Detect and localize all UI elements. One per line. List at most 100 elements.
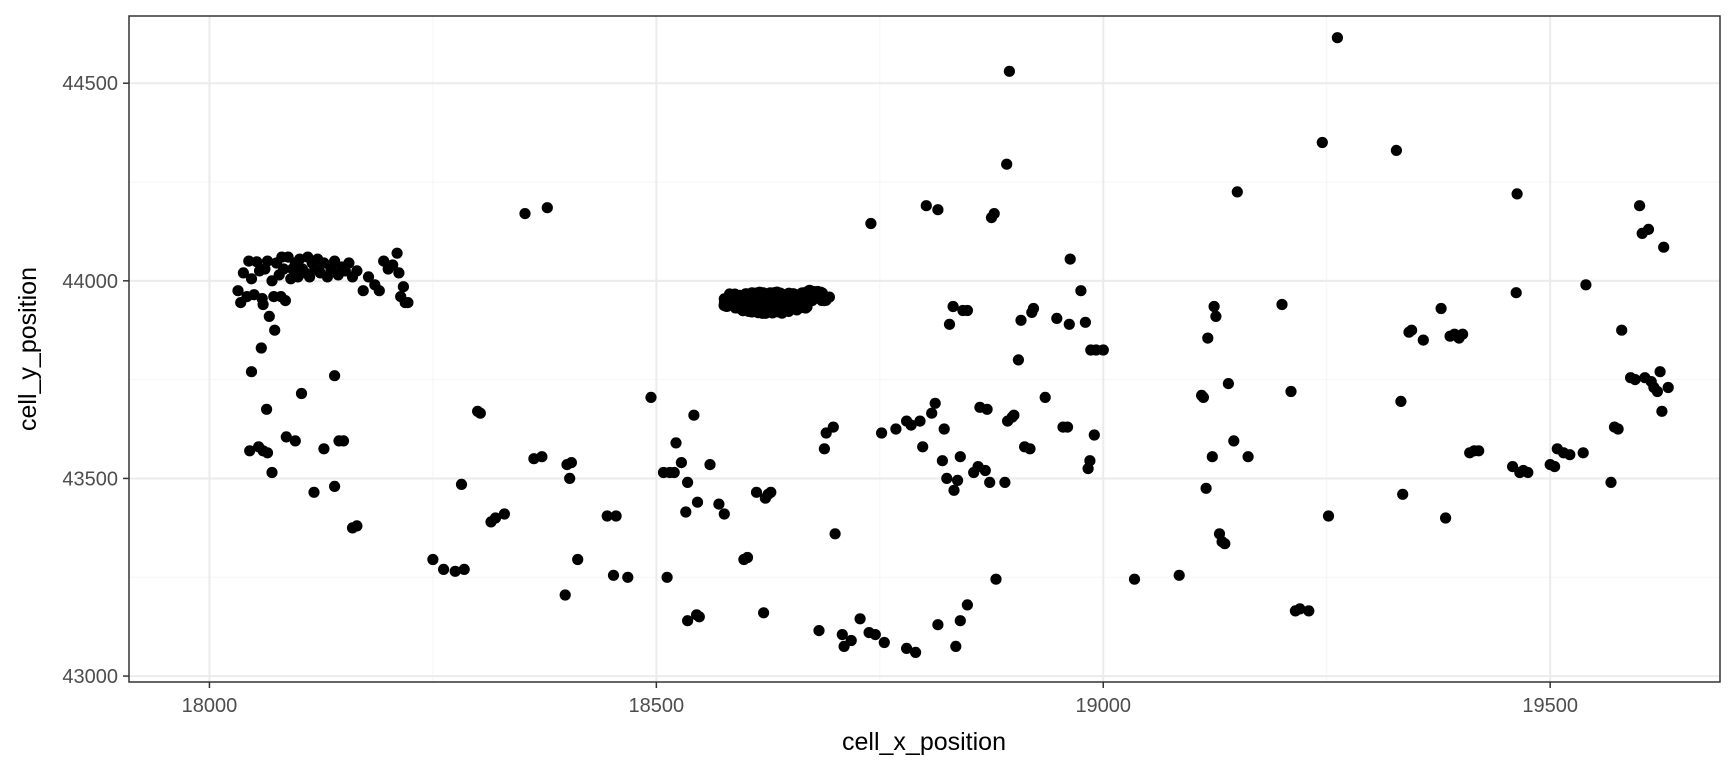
data-point (1208, 300, 1220, 313)
data-point (1435, 302, 1447, 315)
data-point (263, 310, 275, 322)
data-point (572, 553, 584, 566)
major-gridlines (129, 16, 1720, 682)
data-point (704, 459, 716, 471)
data-point (1457, 328, 1469, 340)
minor-gridlines (129, 16, 1720, 682)
data-point (1200, 482, 1212, 494)
data-point (1219, 538, 1231, 550)
data-point (680, 506, 692, 518)
data-point (950, 640, 962, 653)
data-point (829, 528, 841, 540)
data-point (865, 217, 877, 230)
data-point (737, 297, 749, 309)
data-point (1397, 488, 1409, 500)
data-point (784, 300, 796, 312)
data-point (1629, 374, 1641, 386)
data-point (670, 437, 682, 449)
data-point (932, 204, 944, 216)
data-point (329, 370, 341, 382)
data-point (257, 298, 269, 311)
x-axis-title: cell_x_position (842, 728, 1006, 756)
data-point (890, 423, 902, 435)
data-point (1001, 158, 1013, 170)
data-point (981, 403, 993, 415)
data-point (936, 455, 949, 467)
data-point (261, 447, 274, 459)
data-point (536, 451, 548, 463)
data-point (253, 441, 265, 453)
data-point (905, 419, 917, 431)
data-point (1331, 32, 1343, 44)
data-point (917, 441, 929, 453)
y-axis-title: cell_y_position (14, 267, 42, 431)
y-tick-label: 44500 (62, 73, 118, 95)
data-point (798, 297, 810, 309)
data-point (438, 563, 450, 576)
data-point (1654, 366, 1666, 378)
data-point (984, 476, 996, 488)
data-point (1051, 312, 1063, 324)
data-point (337, 435, 350, 447)
data-point (954, 451, 966, 463)
data-point (458, 563, 470, 576)
data-point (693, 611, 705, 623)
x-tick-label: 18000 (182, 695, 238, 717)
data-point (373, 285, 385, 297)
data-point (854, 613, 866, 625)
data-point (498, 508, 510, 520)
data-point (688, 409, 700, 421)
data-point (622, 571, 634, 583)
data-point (1303, 605, 1315, 617)
panel-border (128, 15, 1721, 683)
data-point (269, 324, 281, 336)
data-point (869, 629, 881, 641)
data-point (1024, 443, 1036, 455)
data-point (1242, 451, 1254, 463)
data-point (541, 202, 553, 214)
y-tick-label: 43000 (62, 666, 118, 688)
data-point (1577, 447, 1589, 459)
data-point (765, 486, 777, 498)
data-point (559, 589, 571, 601)
y-tick-label: 43500 (62, 468, 118, 490)
data-point (741, 551, 754, 564)
data-point (351, 265, 363, 277)
data-point (718, 508, 730, 520)
data-point (1616, 324, 1628, 336)
data-point (999, 476, 1011, 488)
data-point (1222, 378, 1234, 390)
data-point (289, 435, 301, 447)
data-point (668, 466, 680, 479)
data-point (926, 407, 938, 419)
data-point (402, 297, 414, 309)
y-axis: 43000 43500 44000 44500 (62, 73, 129, 688)
data-point (266, 466, 278, 479)
data-point (961, 304, 974, 317)
data-point (1084, 455, 1096, 467)
data-point (768, 298, 780, 310)
data-point (387, 259, 399, 271)
data-point (1173, 569, 1185, 581)
data-point (1294, 603, 1306, 615)
data-point (318, 443, 330, 455)
data-point (232, 285, 244, 297)
data-point (308, 486, 320, 498)
data-point (1612, 423, 1624, 435)
data-point (1440, 512, 1452, 524)
data-point (261, 403, 273, 415)
data-point (427, 553, 439, 566)
data-point (812, 292, 825, 304)
data-point (836, 629, 848, 641)
data-point (1097, 344, 1109, 356)
data-points (232, 32, 1674, 659)
data-point (1634, 200, 1646, 212)
data-point (961, 599, 974, 611)
data-point (721, 300, 733, 312)
data-point (1662, 381, 1674, 394)
data-point (1316, 136, 1328, 149)
data-point (1522, 466, 1534, 479)
data-point (610, 510, 622, 522)
data-point (1656, 405, 1668, 417)
